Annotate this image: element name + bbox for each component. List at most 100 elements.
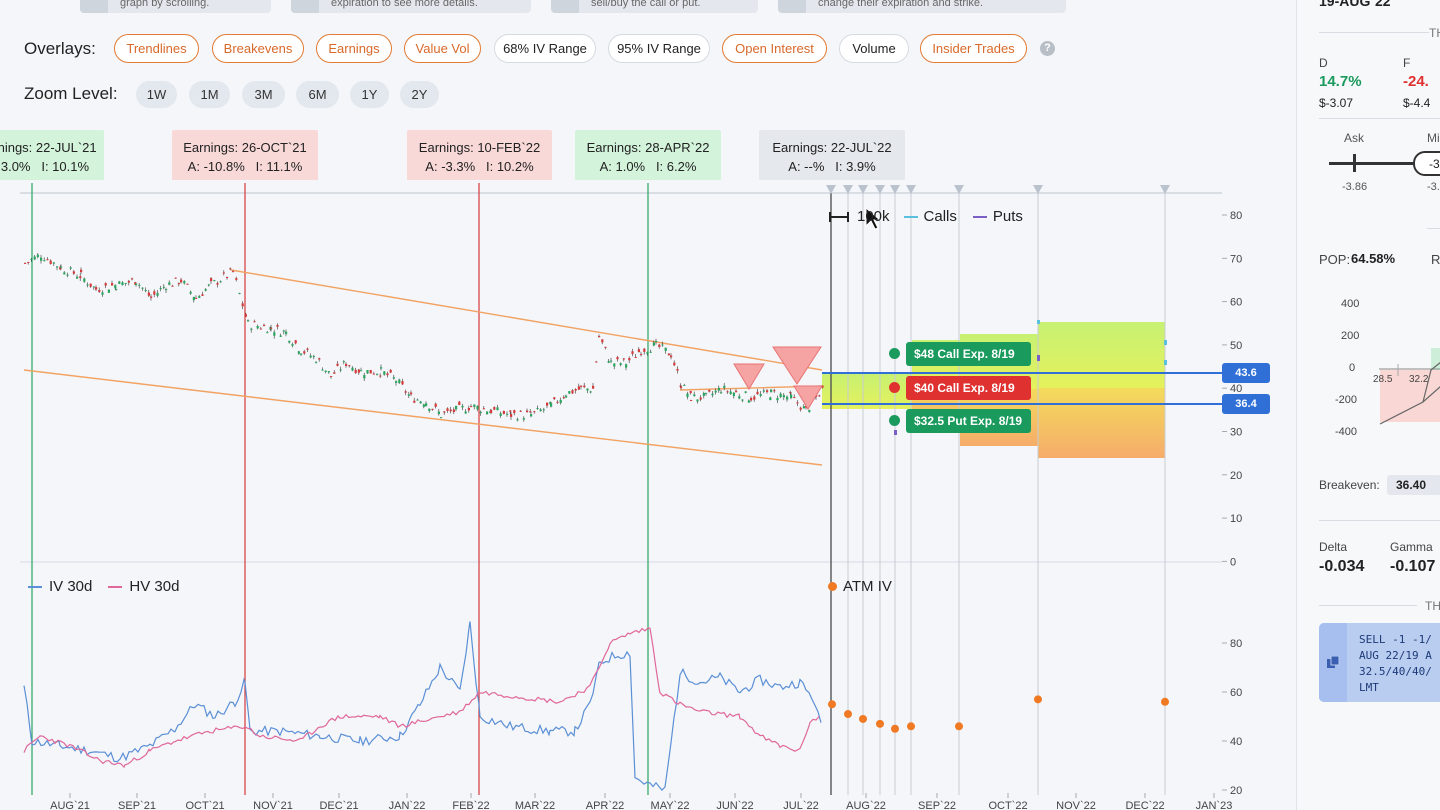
overlay-insider-trades-button[interactable]: Insider Trades <box>920 34 1027 63</box>
option-leg-40-call[interactable]: $40 Call Exp. 8/19 <box>906 376 1031 400</box>
order-ticket[interactable]: SELL -1 -1/ AUG 22/19 A 32.5/40/40/ LMT <box>1319 623 1440 702</box>
earnings-card[interactable]: Earnings: 22-JUL`22 A: --% I: 3.9% <box>759 130 905 183</box>
section-header: TH <box>1429 26 1440 40</box>
gamma-value: -0.107 <box>1390 558 1436 575</box>
candle-body <box>449 409 452 412</box>
candle-body <box>490 409 493 414</box>
overlay-breakevens-button[interactable]: Breakevens <box>212 34 304 63</box>
candle-body <box>46 259 49 261</box>
puts-legend-label[interactable]: Puts <box>992 208 1023 225</box>
candle-body <box>649 351 652 353</box>
ask-label: Ask <box>1344 131 1365 145</box>
candle-body <box>601 339 604 343</box>
zoom-1m-button[interactable]: 1M <box>189 81 230 108</box>
date-axis-label: AUG`21 <box>50 800 90 810</box>
overlay-trendlines-button[interactable]: Trendlines <box>114 34 199 63</box>
overlay-open-interest-button[interactable]: Open Interest <box>722 34 827 63</box>
earnings-card[interactable]: Earnings: 10-FEB`22 A: -3.3% I: 10.2% <box>407 130 552 183</box>
atm-legend-label[interactable]: ATM IV <box>843 578 892 595</box>
zoom-2y-button[interactable]: 2Y <box>400 81 439 108</box>
candle-body <box>131 278 134 280</box>
order-line: 32.5/40/40/ <box>1359 665 1432 678</box>
atm-iv-dots[interactable] <box>828 695 1169 733</box>
candle-body <box>759 393 762 396</box>
trade-side-panel: 19-AUG`22 TH D F 14.7% -24. $-3.07 $-4.4… <box>1296 0 1440 810</box>
option-dot[interactable] <box>889 415 900 426</box>
expiry-date[interactable]: 19-AUG`22 <box>1319 0 1391 9</box>
copy-icon[interactable] <box>1327 656 1340 668</box>
expiry-markers[interactable] <box>826 185 1170 194</box>
mid-price-input[interactable]: -3. <box>1413 151 1440 176</box>
date-axis-label: SEP`21 <box>118 800 156 810</box>
zoom-3m-button[interactable]: 3M <box>242 81 285 108</box>
candle-body <box>395 381 398 383</box>
candle-body <box>699 397 702 400</box>
expiry-marker-icon <box>1033 185 1043 194</box>
candle-body <box>559 399 562 404</box>
pct-d: 14.7% <box>1319 73 1362 90</box>
candle-body <box>348 365 351 367</box>
candle-body <box>776 398 779 401</box>
overlay-value-vol-button[interactable]: Value Vol <box>404 34 481 63</box>
puts-legend-icon <box>972 215 987 218</box>
candle-body <box>253 321 256 323</box>
candle-body <box>738 396 741 399</box>
candle-body <box>516 419 519 421</box>
iv-axis-label: 80 <box>1230 638 1242 650</box>
iv30-legend-label[interactable]: IV 30d <box>49 578 93 595</box>
calls-legend-label[interactable]: Calls <box>923 208 957 225</box>
price-axis-label: 80 <box>1230 210 1242 222</box>
hv30-legend-label[interactable]: HV 30d <box>129 578 180 595</box>
earnings-card[interactable]: Earnings: 22-JUL`21 A: 3.0% I: 10.1% <box>0 130 104 183</box>
overlay-earnings-button[interactable]: Earnings <box>316 34 392 63</box>
option-leg-32-5-put[interactable]: $32.5 Put Exp. 8/19 <box>906 409 1031 433</box>
zoom-1y-button[interactable]: 1Y <box>350 81 389 108</box>
price-axis-label: 10 <box>1230 513 1242 525</box>
overlay-volume-button[interactable]: Volume <box>839 34 909 63</box>
candle-body <box>658 344 661 347</box>
option-dot[interactable] <box>889 382 900 393</box>
date-axis-label: JUN`22 <box>716 800 753 810</box>
candle-body <box>156 292 159 296</box>
zoom-1w-button[interactable]: 1W <box>136 81 177 108</box>
candle-body <box>321 369 324 371</box>
candle-body <box>622 358 625 360</box>
insider-trade-markers[interactable] <box>733 346 823 410</box>
price-slider-track[interactable] <box>1329 162 1439 165</box>
price-slider-handle[interactable] <box>1353 154 1356 172</box>
pnl-chart[interactable] <box>1297 290 1440 450</box>
overlay-68-iv-range-button[interactable]: 68% IV Range <box>494 34 596 63</box>
candle-body <box>24 262 27 264</box>
candle-body <box>556 401 559 403</box>
candle-body <box>482 408 485 410</box>
help-icon[interactable]: ? <box>1040 41 1055 56</box>
candle-body <box>821 385 824 388</box>
expiry-marker-icon <box>1160 185 1170 194</box>
earnings-card[interactable]: Earnings: 26-OCT`21 A: -10.8% I: 11.1% <box>172 130 318 183</box>
calls-legend-icon <box>903 215 918 218</box>
candle-body <box>750 397 753 401</box>
candle-body <box>210 278 213 282</box>
candle-body <box>443 411 446 413</box>
date-axis-label: OCT`21 <box>185 800 224 810</box>
atm-iv-dot <box>1034 695 1042 704</box>
zoom-6m-button[interactable]: 6M <box>296 81 339 108</box>
earnings-card[interactable]: Earnings: 28-APR`22 A: 1.0% I: 6.2% <box>575 130 721 183</box>
option-dot[interactable] <box>889 348 900 359</box>
date-axis-label: NOV`21 <box>253 800 293 810</box>
candle-body <box>464 411 467 414</box>
candle-body <box>398 379 401 383</box>
overlay-95-iv-range-button[interactable]: 95% IV Range <box>608 34 710 63</box>
candle-body <box>36 254 39 258</box>
candle-body <box>318 358 321 360</box>
candle-body <box>526 410 529 413</box>
candle-body <box>683 384 686 386</box>
date-axis-label: JAN`23 <box>1196 800 1233 810</box>
atm-iv-dot <box>859 714 867 723</box>
candle-body <box>30 258 33 260</box>
option-leg-48-call[interactable]: $48 Call Exp. 8/19 <box>906 342 1031 366</box>
candle-body <box>502 410 505 414</box>
candle-body <box>118 281 121 284</box>
candle-body <box>138 284 141 286</box>
